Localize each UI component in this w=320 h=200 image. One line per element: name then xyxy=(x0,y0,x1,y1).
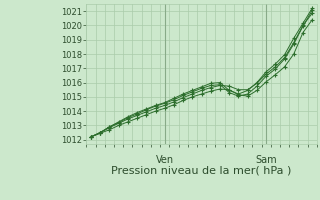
Text: Sam: Sam xyxy=(255,155,277,165)
Text: Ven: Ven xyxy=(156,155,174,165)
X-axis label: Pression niveau de la mer( hPa ): Pression niveau de la mer( hPa ) xyxy=(111,166,292,176)
